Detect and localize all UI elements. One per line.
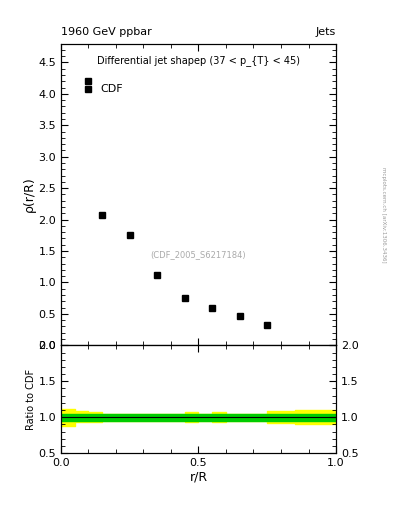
Text: (CDF_2005_S6217184): (CDF_2005_S6217184) [151, 250, 246, 259]
Text: Jets: Jets [316, 27, 336, 37]
Y-axis label: ρ(r/R): ρ(r/R) [22, 177, 35, 212]
Y-axis label: Ratio to CDF: Ratio to CDF [26, 369, 35, 430]
Text: 1960 GeV ppbar: 1960 GeV ppbar [61, 27, 152, 37]
Text: CDF: CDF [101, 84, 123, 94]
X-axis label: r/R: r/R [189, 471, 208, 484]
Text: Differential jet shapep (37 < p_{T} < 45): Differential jet shapep (37 < p_{T} < 45… [97, 56, 300, 67]
Text: mcplots.cern.ch [arXiv:1306.3436]: mcplots.cern.ch [arXiv:1306.3436] [381, 167, 386, 263]
